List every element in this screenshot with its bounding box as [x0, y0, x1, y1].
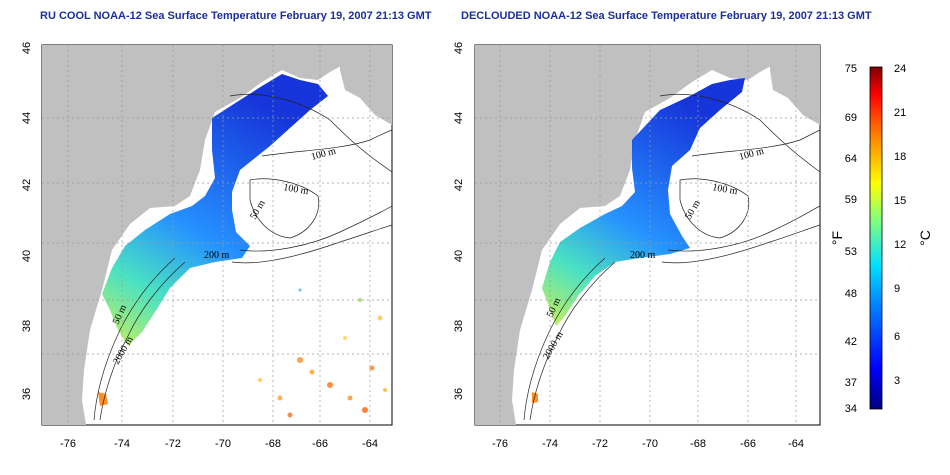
c-tick: 24 — [894, 63, 906, 75]
lat-tick-labels: 36 38 40 42 44 46 — [21, 42, 33, 400]
c-tick: 3 — [894, 375, 900, 387]
lat-tick: 36 — [453, 388, 465, 400]
lat-tick: 40 — [453, 250, 465, 262]
lon-tick: -72 — [592, 438, 608, 450]
lon-tick-labels: -76 -74 -72 -70 -68 -66 -64 — [60, 438, 378, 450]
lon-tick: -66 — [740, 438, 756, 450]
lat-tick: 38 — [453, 320, 465, 332]
f-tick: 69 — [845, 112, 857, 124]
colorbar-gradient — [869, 66, 883, 410]
c-tick: 6 — [894, 331, 900, 343]
lat-tick: 46 — [453, 42, 465, 54]
right-map-title: DECLOUDED NOAA-12 Sea Surface Temperatur… — [461, 10, 872, 22]
left-map-title: RU COOL NOAA-12 Sea Surface Temperature … — [40, 10, 432, 22]
colorbar: 75 69 64 59 53 48 42 37 34 24 21 18 15 1… — [829, 63, 933, 415]
lon-tick: -70 — [642, 438, 658, 450]
c-tick: 9 — [894, 283, 900, 295]
lat-tick: 46 — [21, 42, 33, 54]
map-gridlines — [42, 45, 392, 425]
fahrenheit-unit-label: °F — [829, 231, 845, 245]
c-tick: 18 — [894, 151, 906, 163]
lon-tick: -64 — [362, 438, 378, 450]
lon-tick: -68 — [265, 438, 281, 450]
lon-tick-labels: -76 -74 -72 -70 -68 -66 -64 — [492, 438, 804, 450]
land-mass-nova-scotia — [770, 45, 820, 125]
c-tick: 12 — [894, 239, 906, 251]
right-map: 100 m 100 m 50 m 200 m 50 m 2000 m -76 -… — [453, 42, 821, 450]
depth-label-200m: 200 m — [204, 250, 230, 261]
warm-patch — [98, 392, 108, 406]
sst-field — [102, 74, 328, 346]
lon-tick: -64 — [788, 438, 804, 450]
f-tick: 34 — [845, 403, 857, 415]
land-mass — [42, 45, 355, 425]
lat-tick: 36 — [21, 388, 33, 400]
c-tick: 15 — [894, 195, 906, 207]
lat-tick: 44 — [21, 112, 33, 124]
lat-tick: 44 — [453, 112, 465, 124]
f-tick: 59 — [845, 194, 857, 206]
f-tick: 42 — [845, 336, 857, 348]
depth-label-100m-b: 100 m — [711, 182, 738, 197]
lon-tick: -66 — [312, 438, 328, 450]
map-gridlines — [475, 45, 820, 425]
lon-tick: -76 — [60, 438, 76, 450]
left-map: 100 m 100 m 50 m 200 m 50 m 2000 m -76 -… — [21, 42, 393, 450]
lon-tick: -68 — [690, 438, 706, 450]
cloud-speckle — [258, 288, 387, 418]
f-tick: 37 — [845, 377, 857, 389]
lon-tick: -74 — [114, 438, 130, 450]
lat-tick: 40 — [21, 250, 33, 262]
land-mass-nova-scotia — [340, 45, 392, 125]
colorbar-celsius-ticks: 24 21 18 15 12 9 6 3 — [894, 63, 906, 387]
lon-tick: -74 — [542, 438, 558, 450]
lat-tick: 38 — [21, 320, 33, 332]
lat-tick: 42 — [453, 179, 465, 191]
land-mass — [475, 45, 785, 425]
c-tick: 21 — [894, 107, 906, 119]
lon-tick: -72 — [165, 438, 181, 450]
sst-field — [542, 78, 745, 326]
lon-tick: -70 — [215, 438, 231, 450]
f-tick: 48 — [845, 288, 857, 300]
lat-tick-labels: 36 38 40 42 44 46 — [453, 42, 465, 400]
f-tick: 75 — [845, 63, 857, 75]
f-tick: 53 — [845, 246, 857, 258]
celsius-unit-label: °C — [917, 230, 933, 246]
depth-label-100m-b: 100 m — [282, 182, 309, 197]
lon-tick: -76 — [492, 438, 508, 450]
depth-label-200m: 200 m — [630, 250, 656, 261]
f-tick: 64 — [845, 153, 857, 165]
colorbar-fahrenheit-ticks: 75 69 64 59 53 48 42 37 34 — [845, 63, 857, 415]
lat-tick: 42 — [21, 179, 33, 191]
